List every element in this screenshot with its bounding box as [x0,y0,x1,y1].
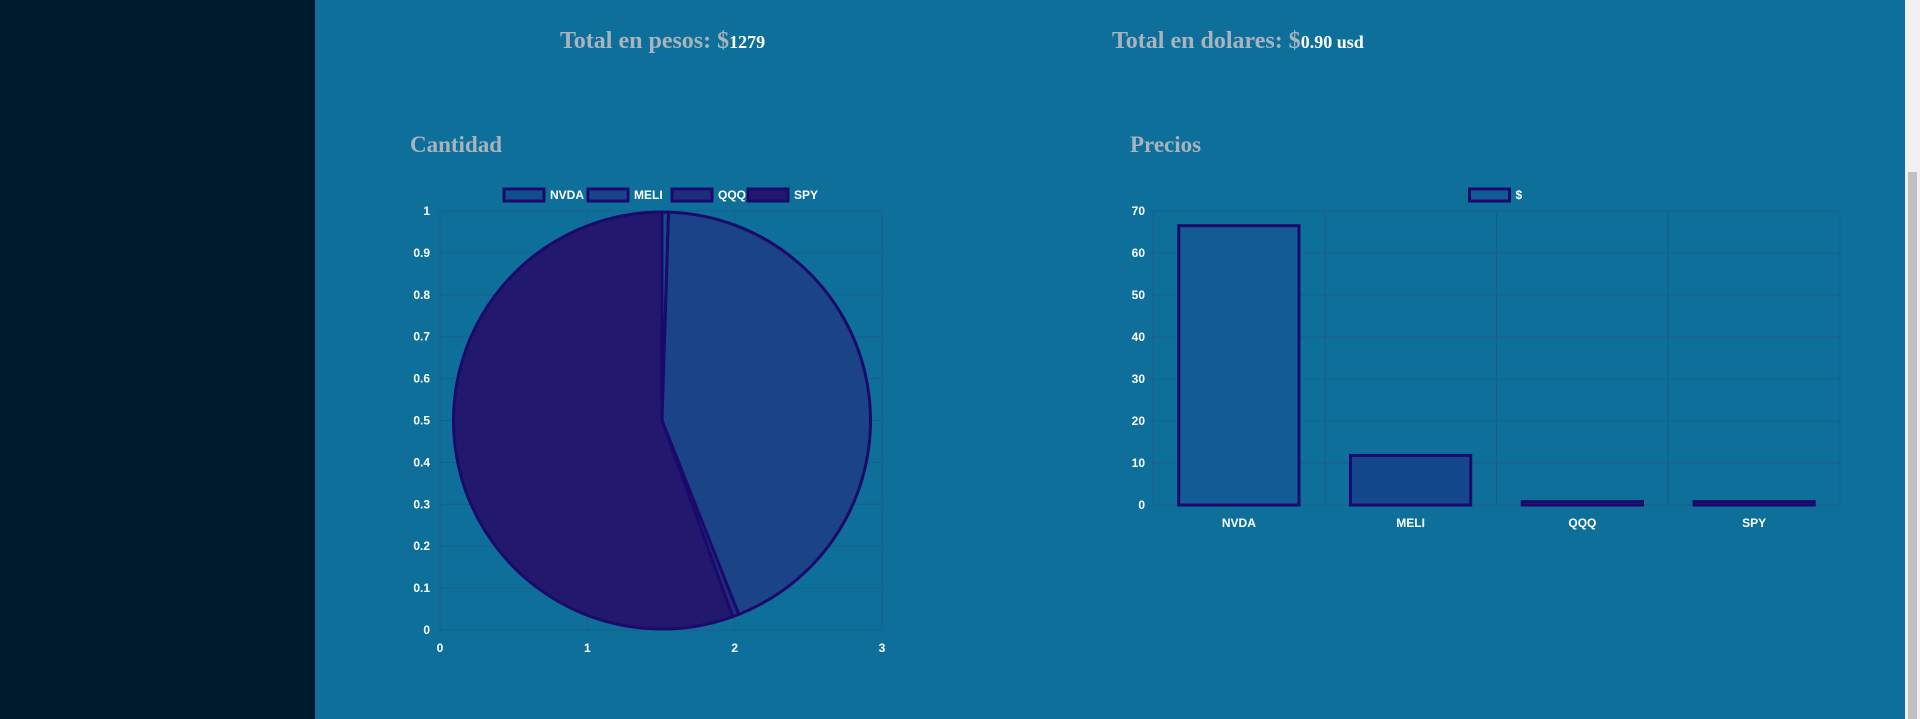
bar-legend-swatch- [1468,187,1511,203]
total-dolares-label: Total en dolares: $ [1112,28,1301,54]
scrollbar-thumb[interactable] [1908,172,1917,719]
bar-x-tick-label-qqq: QQQ [1568,516,1596,530]
total-pesos: Total en pesos: $1279 [560,28,765,55]
pie-legend-label: MELI [634,188,663,202]
pie-y-tick-label: 0.9 [413,246,430,260]
pie-y-tick-label: 0.3 [413,497,430,511]
pie-x-tick-label: 1 [584,641,591,655]
pie-y-tick-label: 0.5 [413,414,430,428]
pie-y-tick-label: 0.8 [413,288,430,302]
bar-y-tick-label: 30 [1132,372,1146,386]
pie-x-tick-label: 2 [731,641,738,655]
pie-slice-meli [660,210,872,617]
bar-spy [1692,500,1816,507]
bar-x-tick-label-nvda: NVDA [1222,516,1256,530]
pie-legend-label: NVDA [550,188,584,202]
pie-y-tick-label: 0.1 [413,581,430,595]
pie-legend-swatch-qqq [670,187,714,203]
pie-legend-swatch-nvda [502,187,546,203]
pie-legend-label: QQQ [718,188,746,202]
pie-y-tick-label: 0 [423,623,430,637]
total-dolares: Total en dolares: $0.90 usd [1112,28,1364,55]
bar-y-tick-label: 60 [1132,246,1146,260]
pie-y-tick-label: 0.4 [413,455,430,469]
pie-legend-label: SPY [794,188,818,202]
pie-slice-spy [452,210,735,631]
bar-y-tick-label: 70 [1132,204,1146,218]
bar-chart-title: Precios [1130,132,1202,157]
bar-x-tick-label-spy: SPY [1742,516,1766,530]
total-pesos-label: Total en pesos: $ [560,28,730,54]
bar-nvda [1177,224,1301,507]
total-pesos-value: 1279 [729,32,766,52]
pie-y-tick-label: 0.7 [413,330,430,344]
pie-x-tick-label: 0 [437,641,444,655]
bar-y-tick-label: 20 [1132,414,1146,428]
bar-y-tick-label: 10 [1132,456,1146,470]
bar-meli [1349,453,1473,507]
pie-legend-swatch-spy [746,187,790,203]
bar-x-tick-label-meli: MELI [1396,516,1425,530]
pie-y-tick-label: 0.2 [413,539,430,553]
bar-y-tick-label: 40 [1132,330,1146,344]
bar-legend-label: $ [1516,188,1523,202]
pie-chart-title: Cantidad [410,132,503,157]
pie-y-tick-label: 0.6 [413,372,430,386]
pie-y-tick-label: 1 [423,204,430,218]
pie-legend-swatch-meli [586,187,630,203]
pie-x-tick-label: 3 [879,641,886,655]
sidebar [0,0,315,719]
total-dolares-value: 0.90 usd [1300,32,1364,52]
bar-qqq [1520,500,1644,507]
bar-y-tick-label: 0 [1138,498,1145,512]
bar-y-tick-label: 50 [1132,288,1146,302]
